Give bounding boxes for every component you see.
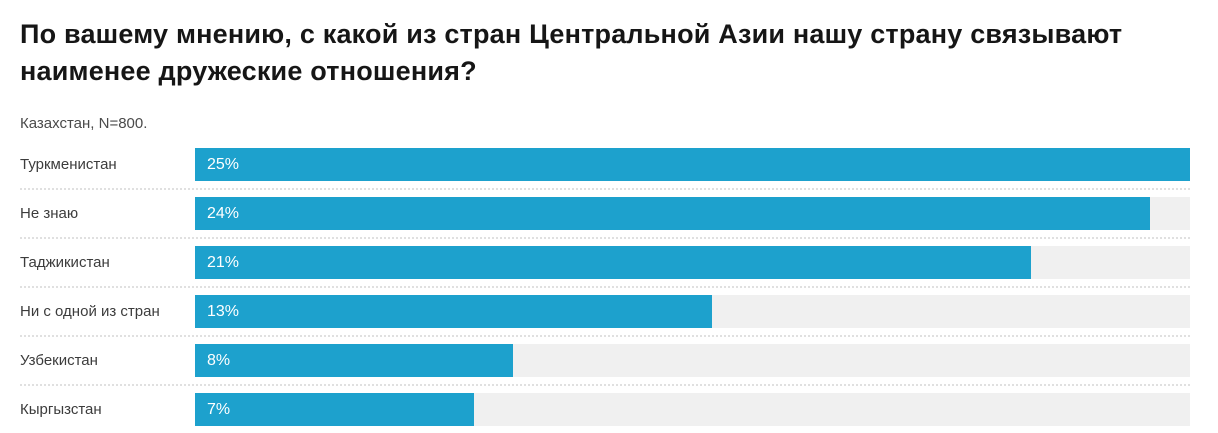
bar-track: 13%	[195, 295, 1190, 328]
bar-chart: Туркменистан 25% Не знаю 24% Таджикистан…	[20, 148, 1190, 433]
chart-subtitle: Казахстан, N=800.	[20, 115, 148, 132]
bar: 21%	[195, 246, 1031, 279]
chart-row: Узбекистан 8%	[20, 335, 1190, 384]
bar: 8%	[195, 344, 514, 377]
bar-track: 8%	[195, 344, 1190, 377]
bar-track: 24%	[195, 197, 1190, 230]
bar: 13%	[195, 295, 713, 328]
bar: 24%	[195, 197, 1151, 230]
row-label: Не знаю	[20, 205, 79, 222]
chart-row: Кыргызстан 7%	[20, 384, 1190, 433]
chart-row: Туркменистан 25%	[20, 148, 1190, 188]
row-label: Кыргызстан	[20, 401, 102, 418]
bar: 7%	[195, 393, 474, 426]
bar-value-label: 8%	[207, 351, 231, 369]
page-title: По вашему мнению, с какой из стран Центр…	[20, 19, 1123, 86]
bar-track: 21%	[195, 246, 1190, 279]
row-label: Таджикистан	[20, 254, 110, 271]
bar-value-label: 24%	[207, 204, 240, 222]
bar-track: 7%	[195, 393, 1190, 426]
row-label: Туркменистан	[20, 156, 117, 173]
row-label: Ни с одной из стран	[20, 303, 160, 320]
row-label: Узбекистан	[20, 352, 98, 369]
chart-row: Ни с одной из стран 13%	[20, 286, 1190, 335]
bar-value-label: 25%	[207, 155, 240, 173]
bar: 25%	[195, 148, 1190, 181]
bar-value-label: 7%	[207, 400, 231, 418]
bar-value-label: 13%	[207, 302, 240, 320]
bar-track: 25%	[195, 148, 1190, 181]
bar-value-label: 21%	[207, 253, 240, 271]
chart-row: Таджикистан 21%	[20, 237, 1190, 286]
chart-row: Не знаю 24%	[20, 188, 1190, 237]
